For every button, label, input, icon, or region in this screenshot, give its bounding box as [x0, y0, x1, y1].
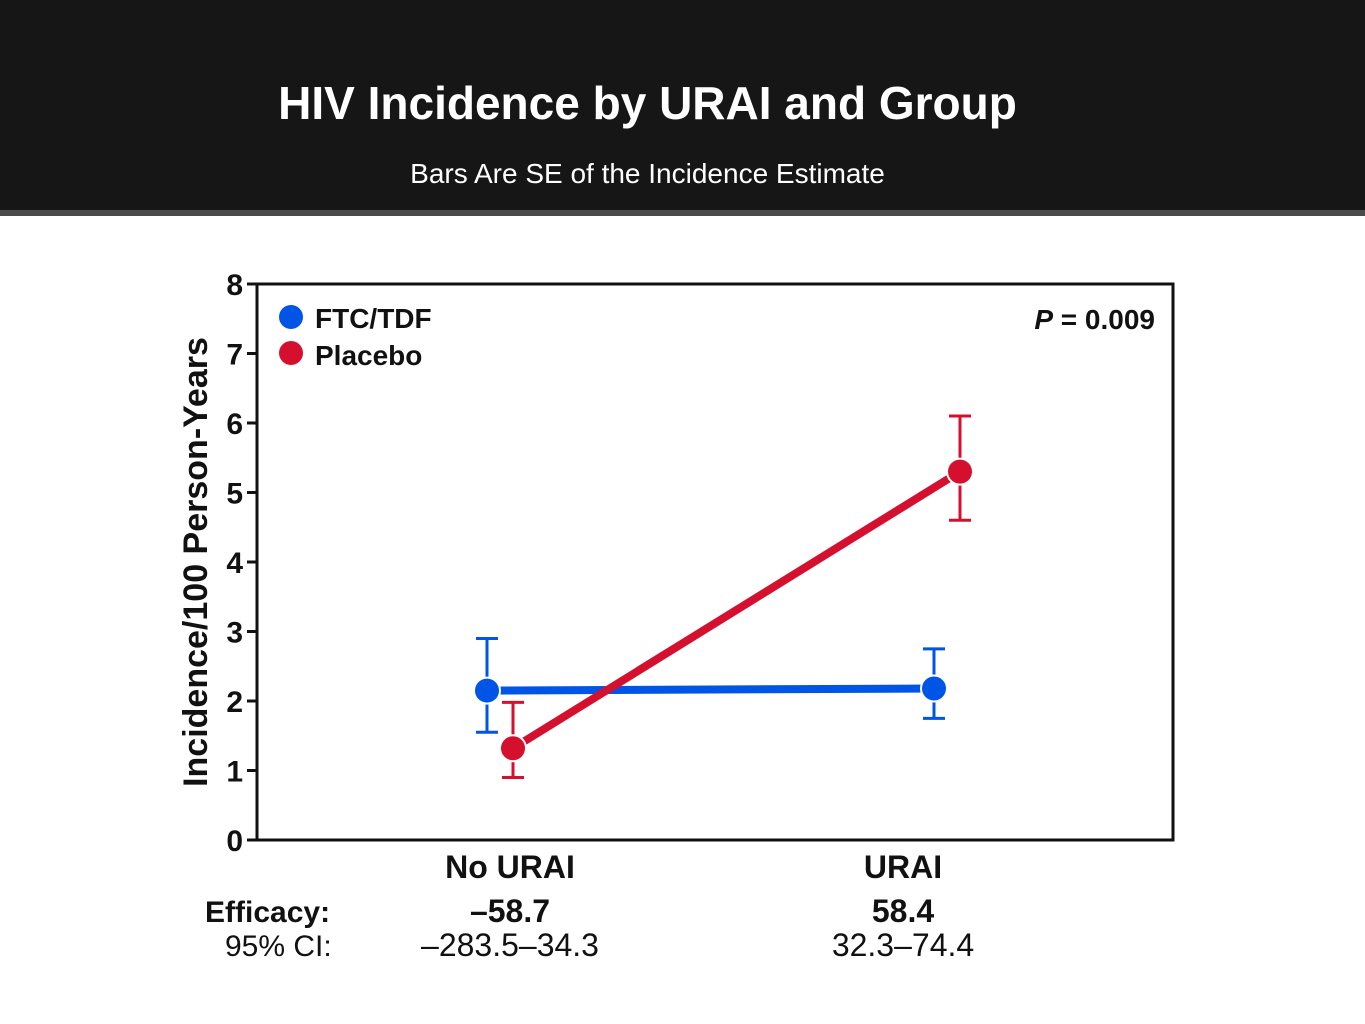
header-divider [0, 210, 1365, 216]
y-tick-label: 2 [226, 686, 243, 719]
legend: FTC/TDF Placebo [279, 303, 432, 371]
p-value-annotation: P = 0.009 [1034, 304, 1155, 335]
series-placebo [499, 414, 974, 779]
efficacy-value-no-urai: –58.7 [470, 893, 550, 929]
y-tick-label: 4 [226, 547, 243, 580]
series-line-ftc-tdf [486, 684, 935, 695]
y-tick-label: 8 [226, 269, 243, 302]
y-tick-label: 1 [226, 756, 243, 789]
efficacy-label: Efficacy: [205, 896, 330, 929]
slide-title: HIV Incidence by URAI and Group [278, 77, 1017, 129]
ci-value-no-urai: –283.5–34.3 [421, 927, 599, 963]
data-point-placebo [946, 457, 974, 486]
y-tick-label: 7 [226, 339, 243, 372]
legend-label-ftc-tdf: FTC/TDF [315, 303, 432, 334]
p-value-text: = 0.009 [1053, 304, 1155, 335]
data-point-placebo [499, 734, 527, 763]
series-layer [473, 414, 974, 779]
ci-value-urai: 32.3–74.4 [832, 927, 974, 963]
series-ftc-tdf [473, 636, 948, 734]
slide-subtitle: Bars Are SE of the Incidence Estimate [410, 158, 885, 189]
y-tick-label: 3 [226, 617, 243, 650]
y-axis-label: Incidence/100 Person-Years [177, 337, 215, 787]
data-point-ftc-tdf [473, 676, 501, 705]
axes: 0 1 2 3 4 5 6 7 8 [226, 269, 1175, 858]
x-tick-label-urai: URAI [864, 849, 942, 885]
legend-marker-placebo [279, 341, 303, 365]
legend-marker-ftc-tdf [279, 305, 303, 329]
p-value-prefix: P [1034, 304, 1053, 335]
ci-label: 95% CI: [225, 930, 332, 963]
x-tick-label-no-urai: No URAI [445, 849, 575, 885]
y-tick-label: 0 [226, 825, 243, 858]
data-point-ftc-tdf [920, 674, 948, 703]
slide-header [0, 0, 1365, 210]
y-tick-label: 5 [226, 478, 243, 511]
series-line-placebo [510, 468, 963, 752]
efficacy-value-urai: 58.4 [872, 893, 934, 929]
legend-label-placebo: Placebo [315, 340, 422, 371]
y-tick-label: 6 [226, 408, 243, 441]
